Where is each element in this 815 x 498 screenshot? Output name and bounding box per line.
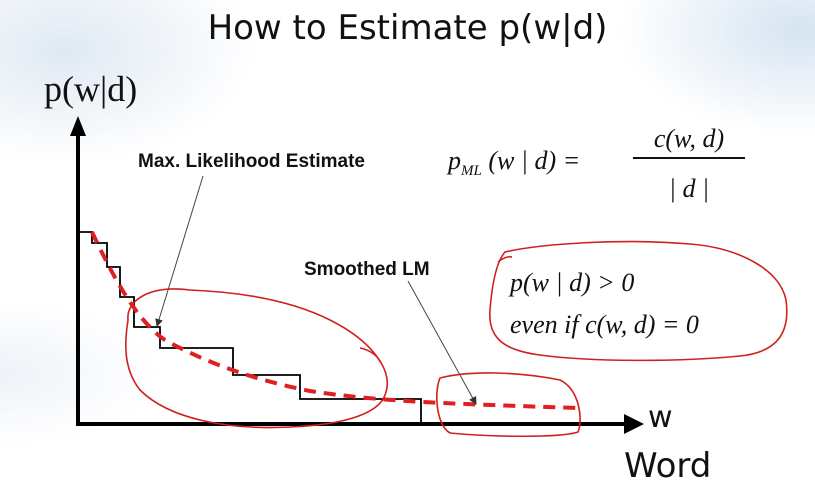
ml-formula-numerator: c(w, d)	[653, 124, 725, 153]
slide-title: How to Estimate p(w|d)	[207, 8, 608, 48]
ml-estimate-label: Max. Likelihood Estimate	[138, 151, 365, 172]
ml-formula-p: p	[448, 146, 461, 175]
smoothed-curve	[90, 231, 579, 410]
ml-formula-subscript: ML	[461, 163, 482, 179]
ml-label-pointer	[155, 175, 204, 327]
smoothed-label-pointer	[407, 280, 477, 405]
y-axis-label: p(w|d)	[44, 69, 138, 109]
y-axis-arrowhead	[70, 116, 86, 136]
smoothing-condition-even-if: even if	[510, 310, 586, 339]
smoothing-condition-count: c(w, d) = 0	[585, 310, 699, 339]
ml-formula-lhs: pML (w | d) =	[448, 146, 580, 180]
smoothing-condition-line1: p(w | d) > 0	[510, 268, 635, 297]
ml-formula-fraction-bar	[633, 157, 745, 159]
x-axis-symbol: w	[648, 400, 673, 435]
smoothed-lm-label: Smoothed LM	[304, 259, 430, 280]
annotation-loop-left	[124, 288, 388, 429]
x-axis-arrowhead	[624, 414, 644, 434]
annotation-loop-right	[436, 372, 581, 438]
x-axis-label: Word	[624, 446, 712, 486]
ml-formula-args: (w | d) =	[488, 146, 581, 175]
smoothing-condition-line2: even if c(w, d) = 0	[510, 310, 699, 340]
ml-formula-denominator: | d |	[668, 174, 710, 203]
ml-step-function	[78, 231, 422, 424]
annotation-loop-formula	[489, 240, 788, 362]
